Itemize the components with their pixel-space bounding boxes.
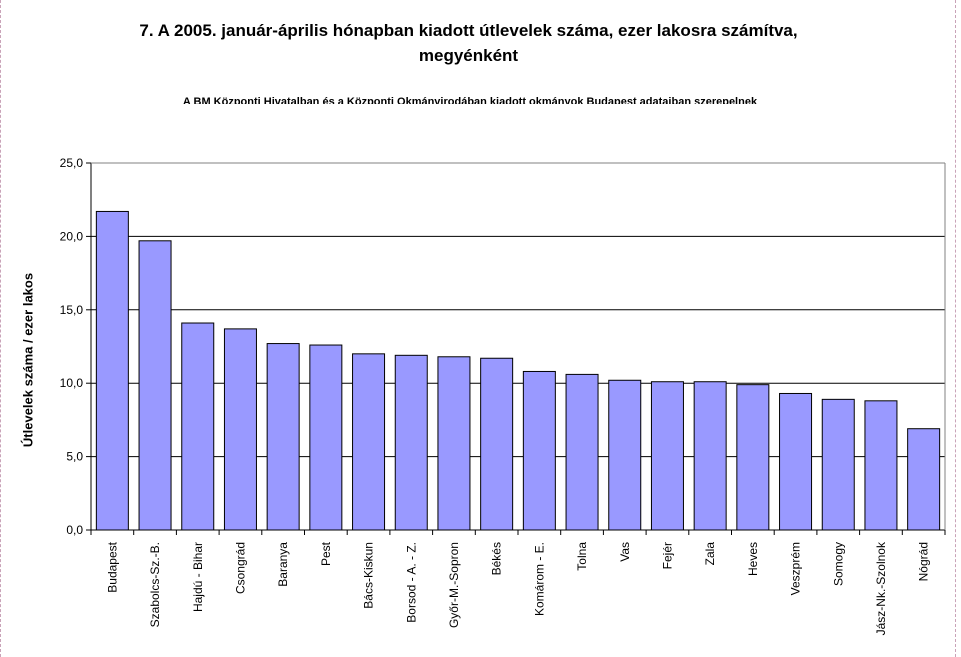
bar	[779, 392, 813, 531]
bar	[608, 379, 642, 531]
bar	[181, 322, 215, 531]
x-tick-label: Szabolcs-Sz.-B.	[148, 542, 162, 627]
y-tick-labels: 0,0 5,0 10,0 15,0 20,0 25,0	[60, 156, 84, 537]
bars	[95, 210, 941, 531]
x-tick-label: Veszprém	[789, 542, 803, 595]
x-tick-label: Jász-Nk.-Szolnok	[874, 541, 888, 635]
y-tick-label: 0,0	[66, 523, 83, 537]
bar	[480, 357, 514, 531]
x-tick-label: Győr-M.-Sopron	[447, 542, 461, 628]
chart-title-line-2: megyénként	[418, 46, 519, 65]
x-tick-label: Pest	[319, 541, 333, 566]
bar	[309, 344, 343, 531]
page-edge-left	[0, 0, 2, 657]
x-tick-label: Baranya	[276, 542, 290, 587]
bar	[394, 354, 428, 531]
x-tick-label: Borsod - A. - Z.	[404, 542, 418, 623]
axes	[86, 162, 946, 535]
x-tick-label: Csongrád	[233, 542, 247, 594]
y-tick-label: 5,0	[66, 450, 83, 464]
y-tick-label: 20,0	[60, 229, 84, 243]
x-tick-label: Zala	[703, 542, 717, 566]
y-tick-label: 25,0	[60, 156, 84, 170]
chart-title-line-1: 7. A 2005. január-április hónapban kiado…	[139, 21, 798, 40]
chart-subtitle: A BM Központi Hivatalban és a Központi O…	[182, 96, 758, 104]
x-tick-label: Bács-Kiskun	[362, 542, 376, 609]
x-tick-label: Nógrád	[917, 542, 931, 581]
bar	[223, 328, 257, 531]
x-tick-label: Heves	[746, 542, 760, 576]
y-tick-label: 15,0	[60, 303, 84, 317]
bar	[95, 210, 129, 531]
x-tick-label: Vas	[618, 542, 632, 562]
bar	[522, 370, 556, 531]
bar	[650, 381, 684, 531]
bar	[437, 356, 471, 531]
bar	[565, 373, 599, 531]
page-edge-right	[955, 0, 957, 657]
x-tick-label: Komárom - E.	[532, 542, 546, 616]
bar	[821, 398, 855, 531]
x-tick-labels: Budapest Szabolcs-Sz.-B. Hajdú - Bihar Cson…	[105, 541, 930, 635]
x-tick-label: Békés	[490, 542, 504, 575]
bar	[907, 428, 941, 531]
bar	[138, 240, 172, 531]
bar	[693, 381, 727, 531]
chart-subtitle-clip: A BM Központi Hivatalban és a Központi O…	[0, 96, 961, 104]
x-tick-label: Budapest	[105, 541, 119, 592]
bar	[266, 343, 300, 531]
gridlines	[91, 162, 945, 458]
x-tick-label: Somogy	[831, 542, 845, 586]
bar	[352, 353, 386, 531]
y-tick-label: 10,0	[60, 376, 84, 390]
x-tick-label: Hajdú - Bihar	[191, 542, 205, 612]
bar	[736, 384, 770, 531]
bar	[864, 400, 898, 531]
x-tick-label: Tolna	[575, 542, 589, 571]
x-tick-label: Fejér	[660, 542, 674, 569]
